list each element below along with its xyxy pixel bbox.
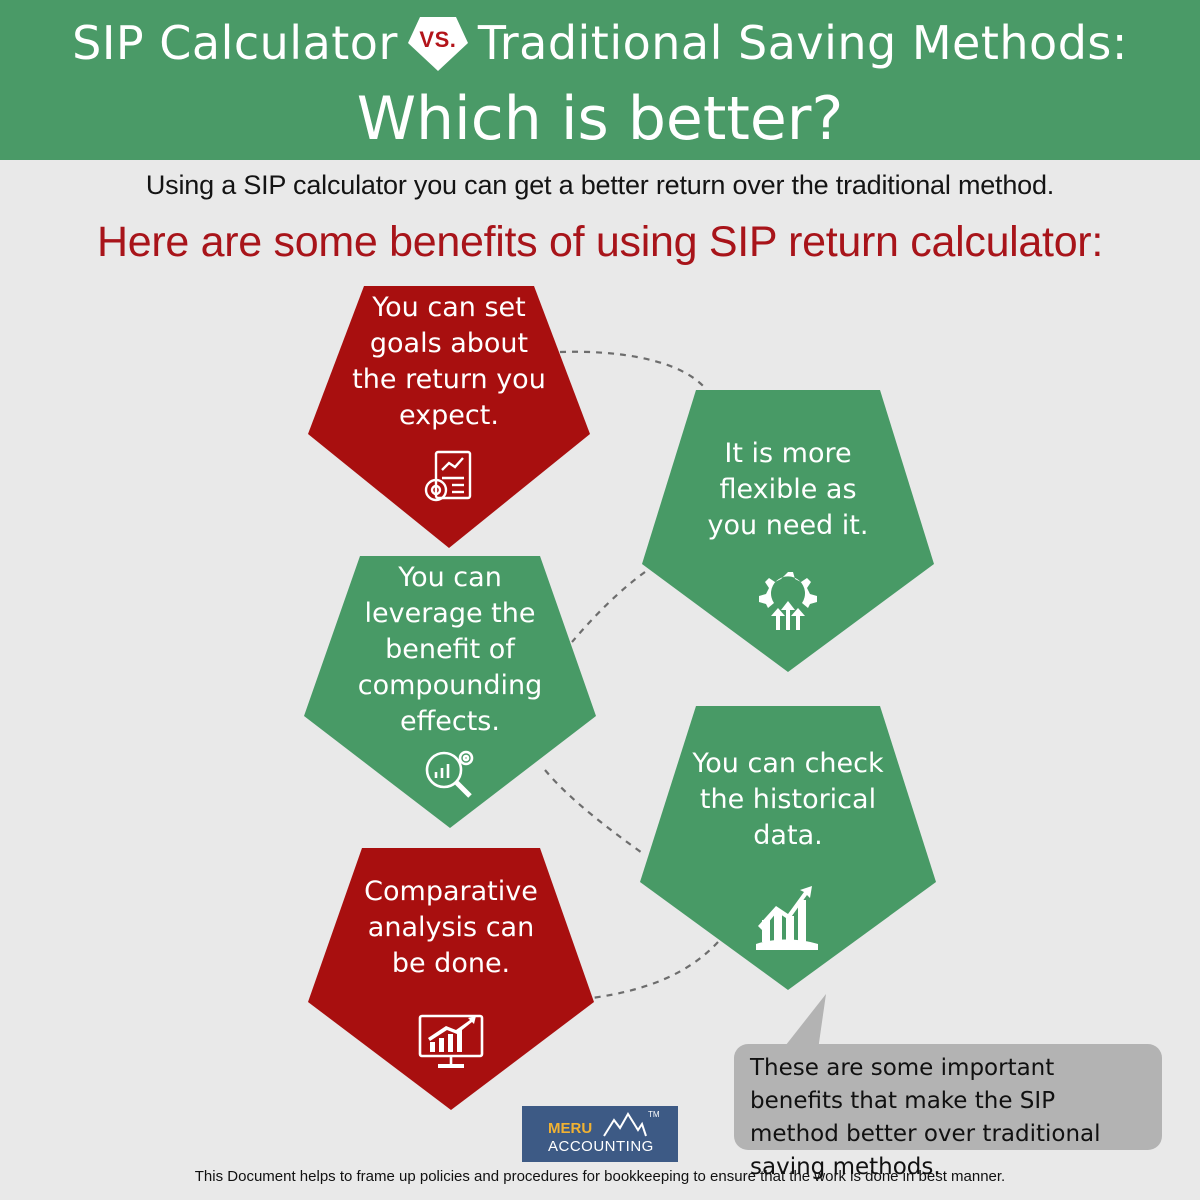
mountain-icon	[603, 1112, 647, 1137]
title-left: SIP Calculator	[72, 16, 398, 70]
pentagon-shape	[642, 390, 934, 672]
pentagon-shape	[304, 556, 596, 828]
logo-trademark: TM	[648, 1110, 660, 1119]
pentagon-shape	[640, 706, 936, 990]
growth-chart-icon	[756, 886, 818, 950]
logo-brand-line1: MERU	[548, 1120, 593, 1137]
footer-disclaimer: This Document helps to frame up policies…	[194, 1168, 1006, 1185]
report-gear-icon	[424, 450, 472, 502]
benefit-flexible: It is more flexible as you need it.	[640, 390, 936, 672]
benefit-flexible-text: It is more flexible as you need it.	[707, 438, 869, 541]
vs-label: VS.	[419, 27, 457, 52]
benefits-heading: Here are some benefits of using SIP retu…	[97, 218, 1103, 266]
magnifier-chart-icon	[425, 750, 474, 798]
monitor-chart-icon	[418, 1014, 484, 1068]
pentagon-shape	[308, 286, 590, 548]
logo-brand-line2: ACCOUNTING	[548, 1138, 654, 1155]
gear-growth-icon	[759, 572, 817, 630]
benefit-compounding-text: You can leverage the benefit of compound…	[357, 562, 543, 737]
title-right: Traditional Saving Methods:	[477, 16, 1128, 70]
vs-badge: VS.	[406, 13, 470, 73]
summary-note: These are some important benefits that m…	[734, 1044, 1162, 1180]
benefit-comparative-text: Comparative analysis can be done.	[364, 876, 538, 979]
benefit-compounding: You can leverage the benefit of compound…	[302, 556, 598, 828]
benefit-goals-text: You can set goals about the return you e…	[352, 292, 546, 431]
benefit-goals: You can set goals about the return you e…	[306, 286, 592, 548]
benefit-comparative: Comparative analysis can be done.	[306, 848, 596, 1110]
benefit-historical-text: You can check the historical data.	[692, 748, 884, 851]
title-line-1: SIP Calculator VS. Traditional Saving Me…	[0, 12, 1200, 74]
meru-accounting-logo: MERU TM ACCOUNTING	[522, 1106, 678, 1162]
intro-text: Using a SIP calculator you can get a bet…	[145, 170, 1055, 200]
benefit-historical: You can check the historical data.	[638, 706, 938, 990]
pentagon-shape	[308, 848, 594, 1110]
title-line-2: Which is better?	[356, 84, 844, 154]
header-banner: SIP Calculator VS. Traditional Saving Me…	[0, 0, 1200, 160]
